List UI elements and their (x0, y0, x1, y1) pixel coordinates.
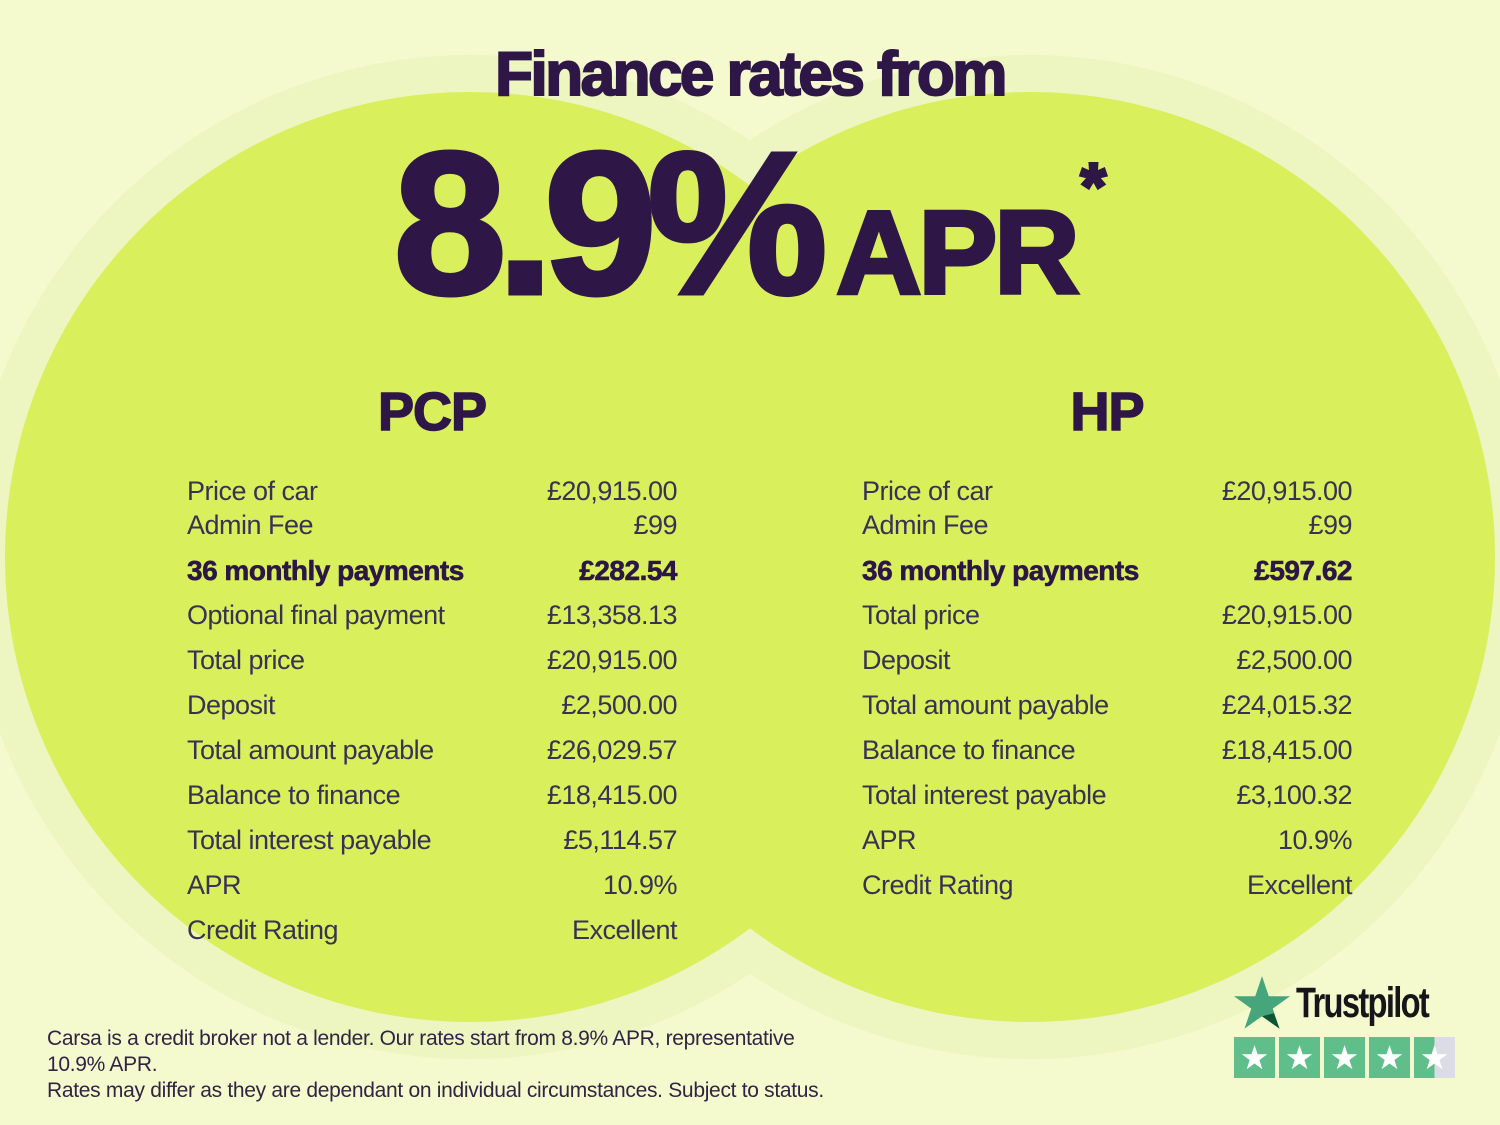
row-label: Credit Rating (862, 870, 1014, 900)
trustpilot-rating-star-box: ★ (1324, 1037, 1365, 1078)
table-row: Total interest payable £5,114.57 (187, 818, 677, 863)
row-label: Admin Fee (862, 509, 989, 540)
hp-finance-table: Price of car £20,915.00 Admin Fee £99 36 mon… (862, 474, 1353, 908)
row-label: Balance to finance (187, 780, 401, 810)
table-row: Balance to finance £18,415.00 (187, 773, 678, 818)
row-value: £18,415.00 (1221, 735, 1353, 765)
table-row: Optional final payment £13,358.13 (187, 593, 678, 638)
star-icon: ★ (1329, 1038, 1360, 1077)
row-label: Total interest payable (862, 780, 1107, 810)
row-value: £18,415.00 (546, 780, 678, 810)
row-label: Deposit (187, 690, 276, 720)
row-value: £3,100.32 (1236, 780, 1352, 810)
table-row: Price of car £20,915.00 (862, 474, 1353, 508)
trustpilot-wordmark: Trustpilot (1296, 978, 1430, 1027)
table-row: Credit Rating Excellent (187, 908, 678, 953)
row-value: 10.9% (602, 870, 678, 900)
row-label: Admin Fee (187, 509, 314, 540)
star-icon: ★ (1419, 1038, 1450, 1077)
trustpilot-rating-star-box: ★ (1369, 1037, 1410, 1078)
trustpilot-rating-star-box: ★ (1279, 1037, 1320, 1078)
row-label: Total amount payable (187, 735, 434, 765)
row-value: £20,915.00 (546, 475, 678, 506)
row-label: APR (187, 870, 242, 900)
row-value: £5,114.57 (563, 825, 677, 855)
background-circle-right (565, 92, 1495, 1022)
rate-footnote-asterisk: * (1079, 149, 1108, 223)
trustpilot-rating-star-box: ★ (1234, 1037, 1275, 1078)
table-row: Balance to finance £18,415.00 (862, 728, 1353, 773)
row-label: APR (862, 825, 917, 855)
table-row: 36 monthly payments £597.62 (862, 548, 1353, 593)
row-value: £20,915.00 (1221, 475, 1353, 506)
page-title: Finance rates from (494, 39, 1008, 110)
row-value: £2,500.00 (1236, 645, 1352, 675)
trustpilot-rating-star-box: ★ (1414, 1037, 1455, 1078)
table-row: Admin Fee £99 (187, 508, 677, 542)
table-row: Total price £20,915.00 (187, 638, 678, 683)
star-icon: ★ (1239, 1038, 1270, 1077)
disclaimer-line-1: Carsa is a credit broker not a lender. O… (47, 1027, 795, 1076)
disclaimer-text: Carsa is a credit broker not a lender. O… (47, 1026, 827, 1104)
table-row: Admin Fee £99 (862, 508, 1352, 542)
pcp-column: PCP Price of car £20,915.00 Admin Fee £99 36… (187, 382, 678, 953)
headline-rate: 8.9% APR * (0, 110, 1500, 336)
trustpilot-rating: ★ ★ ★ ★ ★ (1234, 1037, 1464, 1078)
row-value: £597.62 (1254, 554, 1353, 586)
pcp-finance-table: Price of car £20,915.00 Admin Fee £99 36 mon… (187, 474, 678, 953)
table-row: Total price £20,915.00 (862, 593, 1353, 638)
rate-suffix: APR (834, 187, 1081, 319)
row-label: Price of car (862, 475, 993, 506)
row-value: £99 (1308, 509, 1352, 540)
disclaimer-line-2: Rates may differ as they are dependant o… (47, 1079, 824, 1102)
row-value: £20,915.00 (1221, 600, 1353, 630)
row-value: £2,500.00 (561, 690, 677, 720)
row-label: Credit Rating (187, 915, 339, 945)
table-row: Total amount payable £24,015.32 (862, 683, 1353, 728)
table-row: Price of car £20,915.00 (187, 474, 678, 508)
trustpilot-star-icon (1234, 976, 1290, 1029)
row-label: Total price (187, 645, 305, 675)
row-label: Total price (862, 600, 980, 630)
star-icon: ★ (1284, 1038, 1315, 1077)
row-value: £26,029.57 (546, 735, 678, 765)
row-value: £282.54 (579, 554, 678, 586)
trustpilot-logo-row: Trustpilot (1234, 976, 1464, 1030)
table-row: 36 monthly payments £282.54 (187, 548, 678, 593)
row-label: Price of car (187, 475, 318, 506)
trustpilot-widget: Trustpilot ★ ★ ★ ★ ★ (1234, 976, 1464, 1078)
table-row: Deposit £2,500.00 (862, 638, 1352, 683)
table-row: Total interest payable £3,100.32 (862, 773, 1352, 818)
hp-column: HP Price of car £20,915.00 Admin Fee £99 36 … (862, 382, 1353, 908)
row-value: Excellent (1246, 870, 1353, 900)
row-value: Excellent (571, 915, 678, 945)
row-value: £99 (633, 509, 677, 540)
row-label: 36 monthly payments (862, 554, 1140, 586)
table-row: Deposit £2,500.00 (187, 683, 677, 728)
row-value: £20,915.00 (546, 645, 678, 675)
table-row: Total amount payable £26,029.57 (187, 728, 678, 773)
row-value: £13,358.13 (546, 600, 678, 630)
row-label: Total amount payable (862, 690, 1109, 720)
row-label: 36 monthly payments (187, 554, 465, 586)
row-label: Total interest payable (187, 825, 432, 855)
row-label: Deposit (862, 645, 951, 675)
table-row: APR 10.9% (862, 818, 1353, 863)
column-heading-pcp: PCP (377, 382, 488, 442)
row-value: 10.9% (1277, 825, 1353, 855)
table-row: APR 10.9% (187, 863, 678, 908)
row-label: Optional final payment (187, 600, 445, 630)
column-heading-hp: HP (1070, 382, 1146, 442)
rate-value: 8.9% (391, 110, 829, 336)
star-icon: ★ (1374, 1038, 1405, 1077)
table-row: Credit Rating Excellent (862, 863, 1353, 908)
row-value: £24,015.32 (1221, 690, 1353, 720)
row-label: Balance to finance (862, 735, 1076, 765)
